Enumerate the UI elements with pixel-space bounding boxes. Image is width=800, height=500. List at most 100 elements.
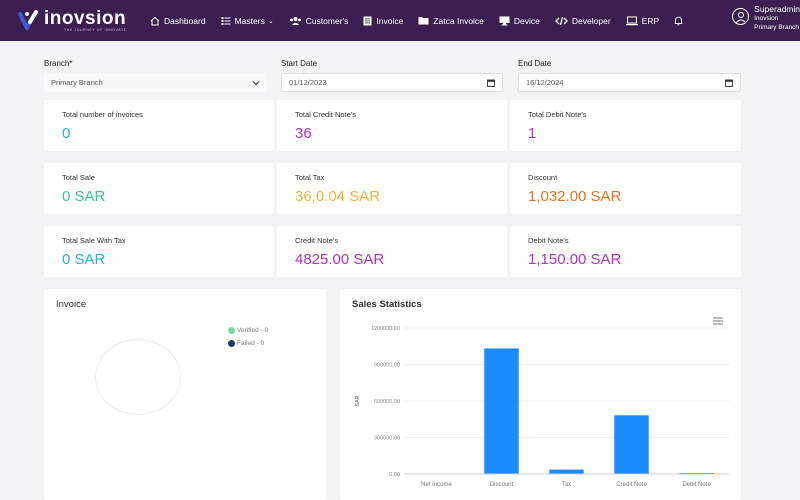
sales-panel-title: Sales Statistics	[352, 299, 422, 310]
stat-label: Credit Note's	[295, 236, 339, 245]
branch-select[interactable]: Primary Branch	[44, 73, 267, 92]
y-tick-label: 600000.00	[374, 399, 400, 405]
nav-customers[interactable]: Customer's	[289, 15, 349, 26]
stat-label: Total number of invoices	[62, 110, 143, 119]
start-date-value: 01/12/2023	[289, 78, 327, 87]
stat-label: Total Sale	[62, 173, 95, 182]
stat-card-total-sale-with-tax: Total Sale With Tax 0 SAR	[44, 226, 274, 277]
bar	[549, 469, 584, 474]
stat-value: 1	[528, 125, 537, 142]
x-tick-label: Tax	[562, 482, 571, 488]
hamburger-icon[interactable]	[713, 317, 723, 325]
user-avatar-icon	[732, 8, 750, 25]
folder-icon	[418, 17, 429, 25]
start-date-input[interactable]: 01/12/2023	[281, 73, 503, 92]
branch-filter: Branch* Primary Branch	[44, 59, 267, 92]
document-icon	[363, 16, 372, 25]
stat-value: 36,0.04 SAR	[295, 188, 381, 205]
stat-value: 36	[295, 125, 312, 142]
chevron-down-icon	[252, 80, 260, 85]
invoice-panel: Invoice Verified - 0 Failed - 0	[44, 289, 326, 500]
y-tick-label: 0.00	[389, 472, 400, 478]
stat-card-debit-notes: Debit Note's 1,150.00 SAR	[510, 226, 741, 277]
top-navbar: inovsion THE JOURNEY OF INNOVATE Dashboa…	[0, 0, 800, 41]
x-tick-label: Debit Note	[682, 482, 711, 488]
calendar-icon[interactable]	[487, 79, 495, 87]
brand-logo[interactable]: inovsion THE JOURNEY OF INNOVATE	[0, 0, 150, 41]
nav-zatca-invoice-label: Zatca Invoice	[433, 15, 484, 26]
stat-card-total-invoices: Total number of invoices 0	[44, 100, 274, 151]
stat-value: 0 SAR	[62, 188, 106, 205]
stat-card-total-debit-notes: Total Debit Note's 1	[510, 100, 741, 151]
nav-masters[interactable]: Masters ⌄	[221, 16, 274, 26]
y-axis-label: SAR	[355, 395, 361, 406]
nav-device-label: Device	[513, 15, 540, 26]
stat-card-total-tax: Total Tax 36,0.04 SAR	[277, 163, 507, 214]
stat-label: Total Debit Note's	[528, 110, 587, 119]
legend-failed-label: Failed - 0	[237, 340, 265, 347]
stat-card-discount: Discount 1,032.00 SAR	[510, 163, 741, 214]
end-date-filter: End Date 16/12/2024	[518, 59, 741, 92]
stat-label: Total Credit Note's	[295, 110, 357, 119]
bar	[484, 348, 519, 474]
y-tick-label: 300000.00	[374, 436, 400, 442]
stat-label: Total Tax	[295, 173, 325, 182]
nav-dashboard-label: Dashboard	[164, 15, 206, 26]
sales-statistics-panel: Sales Statistics 0.00 300000.00 600000.00 9…	[340, 289, 741, 500]
stat-value: 0 SAR	[62, 251, 106, 268]
nav-invoice-label: Invoice	[376, 15, 404, 26]
chevron-down-icon: ⌄	[267, 17, 274, 25]
nav-developer[interactable]: Developer	[554, 15, 611, 26]
legend-dot-verified	[228, 327, 235, 334]
legend-verified-label: Verified - 0	[237, 327, 269, 334]
end-date-value: 16/12/2024	[526, 78, 564, 87]
brand-tagline: THE JOURNEY OF INNOVATE	[64, 27, 127, 32]
x-tick-label: Discount	[490, 482, 514, 488]
legend-failed[interactable]: Failed - 0	[228, 340, 264, 347]
user-branch: Primary Branch	[754, 24, 799, 31]
y-tick-label: 1200000.00	[371, 326, 400, 332]
nav-device[interactable]: Device	[499, 16, 540, 26]
branch-label: Branch*	[44, 59, 73, 68]
invoice-donut-chart	[95, 339, 181, 415]
legend-dot-failed	[228, 340, 235, 347]
stat-value: 1,032.00 SAR	[528, 188, 622, 205]
user-name: Superadmin	[754, 4, 800, 14]
home-icon	[150, 16, 160, 25]
start-date-filter: Start Date 01/12/2023	[281, 59, 503, 92]
end-date-label: End Date	[518, 59, 552, 68]
nav-erp-label: ERP	[641, 15, 660, 26]
notifications-button[interactable]	[674, 16, 687, 26]
logo-mark-icon	[18, 9, 42, 32]
nav-masters-label: Masters	[234, 15, 265, 26]
start-date-label: Start Date	[281, 59, 318, 68]
nav-erp[interactable]: ERP	[625, 15, 660, 26]
laptop-icon	[625, 16, 638, 25]
x-tick-label: Net Income	[421, 482, 452, 488]
stat-card-total-credit-notes: Total Credit Note's 36	[277, 100, 507, 151]
legend-verified[interactable]: Verified - 0	[228, 327, 268, 334]
bell-icon	[674, 16, 683, 25]
stat-value: 0	[62, 125, 71, 142]
users-icon	[289, 16, 301, 25]
nav-invoice[interactable]: Invoice	[363, 16, 403, 26]
code-icon	[554, 16, 568, 25]
user-menu[interactable]: Superadmin Inovsion Primary Branch	[732, 5, 800, 32]
stat-label: Debit Note's	[528, 236, 569, 245]
end-date-input[interactable]: 16/12/2024	[518, 73, 741, 92]
brand-name: inovsion	[44, 7, 127, 29]
stat-label: Discount	[528, 173, 558, 182]
branch-value: Primary Branch	[51, 78, 103, 87]
list-icon	[221, 16, 231, 25]
nav-dashboard[interactable]: Dashboard	[150, 16, 206, 26]
y-tick-label: 900000.00	[374, 363, 400, 369]
nav-customers-label: Customer's	[305, 15, 349, 26]
nav-menu: Dashboard Masters ⌄ Customer's Invoice Z…	[150, 0, 702, 41]
calendar-icon[interactable]	[725, 79, 733, 87]
nav-developer-label: Developer	[571, 15, 611, 26]
stat-value: 1,150.00 SAR	[528, 251, 622, 268]
stat-card-credit-notes: Credit Note's 4825.00 SAR	[277, 226, 507, 277]
x-tick-label: Credit Note	[616, 482, 647, 488]
nav-zatca-invoice[interactable]: Zatca Invoice	[418, 16, 484, 26]
stat-label: Total Sale With Tax	[62, 236, 126, 245]
